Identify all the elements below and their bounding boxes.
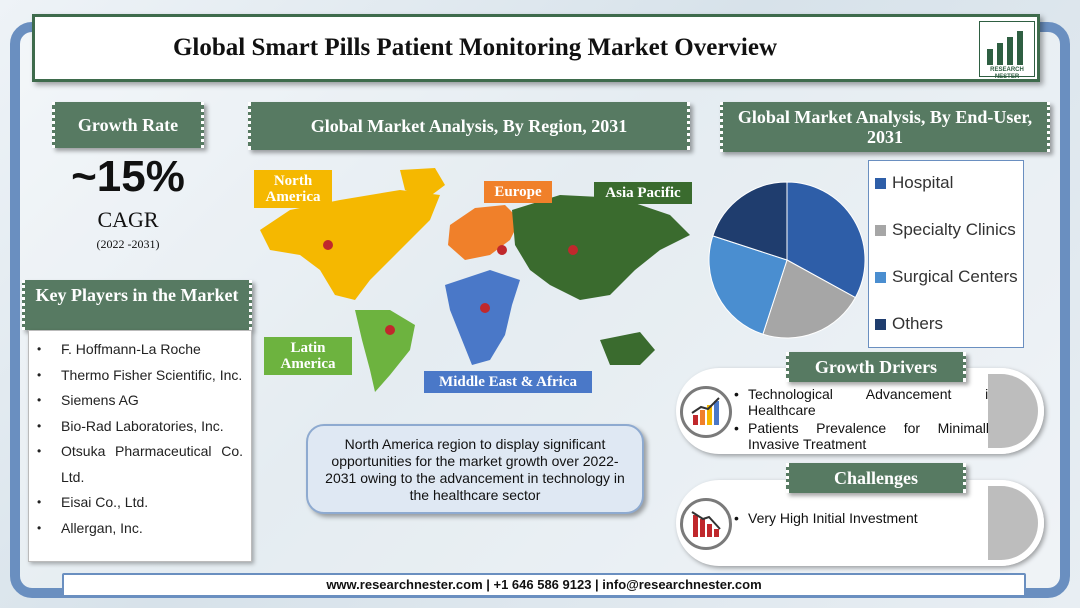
region-note: North America region to display signific… xyxy=(306,424,644,514)
label-north-america: North America xyxy=(254,170,332,208)
growth-driver-item: Technological Advancement in Healthcare xyxy=(734,386,996,418)
key-player-item: Otsuka Pharmaceutical Co. Ltd. xyxy=(35,439,243,490)
enduser-analysis-tag: Global Market Analysis, By End-User, 203… xyxy=(720,102,1050,152)
key-player-item: Eisai Co., Ltd. xyxy=(35,490,243,516)
key-player-item: Siemens AG xyxy=(35,388,243,414)
key-player-item: Bio-Rad Laboratories, Inc. xyxy=(35,414,243,440)
legend-label: Hospital xyxy=(892,173,954,192)
key-players-box: F. Hoffmann-La Roche Thermo Fisher Scien… xyxy=(28,330,252,562)
legend-item: Hospital xyxy=(875,173,953,193)
challenge-item: Very High Initial Investment xyxy=(734,510,996,526)
legend-swatch xyxy=(875,224,886,236)
logo-text: RESEARCH NESTER xyxy=(975,67,1039,81)
challenges-tag: Challenges xyxy=(786,463,966,493)
declining-chart-icon xyxy=(680,498,732,550)
legend-swatch xyxy=(875,318,886,330)
key-player-item: Allergan, Inc. xyxy=(35,516,243,542)
region-analysis-tag: Global Market Analysis, By Region, 2031 xyxy=(248,102,690,150)
asia-pacific-shape xyxy=(512,195,690,300)
cagr-label: CAGR xyxy=(97,207,159,232)
pie-slice-hospital xyxy=(786,181,866,299)
label-mea: Middle East & Africa xyxy=(424,371,592,393)
title-box: Global Smart Pills Patient Monitoring Ma… xyxy=(32,14,1040,82)
label-latin-america: Latin America xyxy=(264,337,352,375)
growth-drivers-tag: Growth Drivers xyxy=(786,352,966,382)
world-map xyxy=(260,168,690,392)
page-title: Global Smart Pills Patient Monitoring Ma… xyxy=(172,34,778,61)
pie-slice-surgical-centers xyxy=(708,235,788,335)
legend-label: Specialty Clinics xyxy=(892,220,1016,239)
key-players-tag: Key Players in the Market xyxy=(22,280,252,330)
logo-line-1: RESEARCH xyxy=(990,67,1024,73)
logo-line-2: NESTER xyxy=(994,74,1020,80)
legend-item: Specialty Clinics xyxy=(875,220,1016,240)
europe-shape xyxy=(448,205,520,260)
north-america-shape xyxy=(260,190,440,300)
pie-legend: Hospital Specialty Clinics Surgical Cent… xyxy=(868,160,1024,348)
growth-rate-tag: Growth Rate xyxy=(52,102,204,148)
pie-slice-specialty-clinics xyxy=(762,259,857,339)
research-nester-logo-icon xyxy=(979,21,1035,77)
mea-shape xyxy=(445,270,520,365)
map-pin-icon xyxy=(323,240,578,335)
label-europe: Europe xyxy=(484,181,552,203)
key-players-list: F. Hoffmann-La Roche Thermo Fisher Scien… xyxy=(29,331,251,541)
footer-contact: www.researchnester.com | +1 646 586 9123… xyxy=(62,573,1026,597)
challenges-list: Very High Initial Investment xyxy=(734,510,996,528)
growth-driver-item: Patients Prevalence for Minimally Invasi… xyxy=(734,420,996,452)
legend-label: Others xyxy=(892,314,944,333)
growth-drivers-list: Technological Advancement in Healthcare … xyxy=(734,386,996,454)
legend-swatch xyxy=(875,177,886,189)
enduser-pie-chart xyxy=(708,181,866,339)
legend-swatch xyxy=(875,271,886,283)
growth-chart-icon xyxy=(680,386,732,438)
legend-label: Surgical Centers xyxy=(892,267,1018,286)
cagr-value: ~15% xyxy=(71,152,185,201)
pie-slice-others xyxy=(712,181,788,261)
legend-item: Others xyxy=(875,314,943,334)
latin-america-shape xyxy=(355,310,415,392)
greenland-shape xyxy=(400,168,445,200)
key-player-item: Thermo Fisher Scientific, Inc. xyxy=(35,363,243,389)
growth-drivers-card: Technological Advancement in Healthcare … xyxy=(676,368,1044,454)
oceania-shape xyxy=(600,332,655,365)
label-asia-pacific: Asia Pacific xyxy=(594,182,692,204)
cagr-period: (2022 -2031) xyxy=(96,237,160,251)
key-player-item: F. Hoffmann-La Roche xyxy=(35,337,243,363)
legend-item: Surgical Centers xyxy=(875,267,1018,287)
